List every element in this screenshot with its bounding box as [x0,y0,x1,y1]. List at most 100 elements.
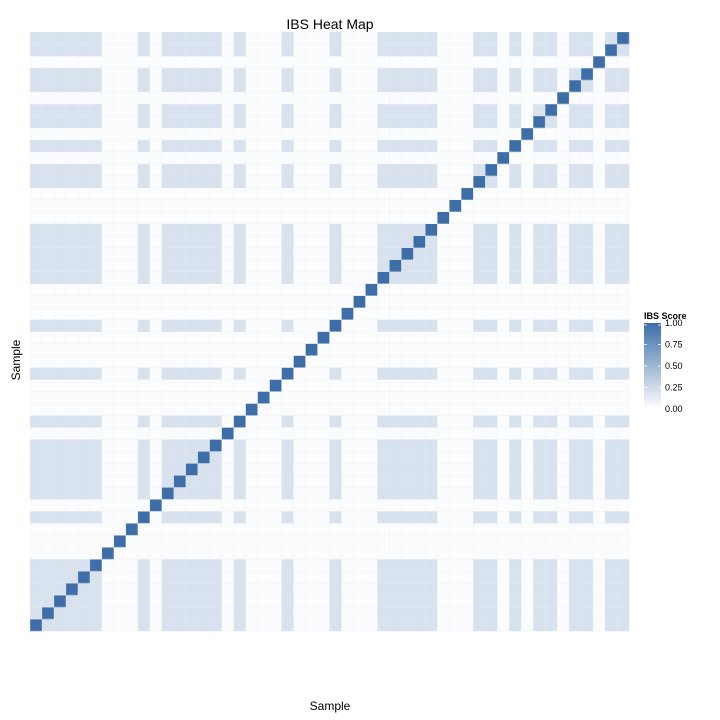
heatmap-cell [449,295,462,308]
heatmap-cell [401,127,414,141]
heatmap-cell [65,235,79,248]
heatmap-cell [269,331,282,344]
heatmap-cell [605,211,618,224]
heatmap-cell [401,283,414,296]
x-axis-title: Sample [310,699,351,713]
heatmap-cell [617,451,630,464]
heatmap-cell [365,163,378,177]
heatmap-cell [41,103,55,117]
heatmap-cell [557,67,570,81]
heatmap-cell [30,463,43,476]
heatmap-cell [185,475,199,488]
heatmap-cell [461,523,474,536]
heatmap-cell [317,163,330,177]
heatmap-cell [185,439,199,452]
heatmap-cell [245,427,258,440]
heatmap-cell [30,187,43,201]
heatmap-cell-diagonal [389,259,402,272]
heatmap-cell [305,319,318,332]
heatmap-cell [317,427,330,440]
chart-title: IBS Heat Map [286,16,373,32]
heatmap-cell [269,319,282,332]
heatmap-cell [65,439,79,452]
heatmap-cell [461,43,474,57]
heatmap-cell [65,79,79,93]
heatmap-cell-diagonal [437,211,450,224]
heatmap-cell [30,391,43,404]
heatmap-cell [41,427,55,440]
heatmap-cell [221,259,234,272]
heatmap-cell [233,379,246,392]
heatmap-cell [545,295,558,308]
heatmap-cell [389,355,402,368]
heatmap-cell [53,199,67,212]
heatmap-cell [221,475,234,488]
heatmap-cell [557,451,570,464]
heatmap-cell [605,187,618,201]
heatmap-cell [30,559,43,572]
heatmap-cell [101,475,115,488]
heatmap-cell [185,451,199,464]
heatmap-cell [353,271,366,284]
heatmap-cell [461,199,474,212]
heatmap-cell [221,403,234,416]
heatmap-cell [221,283,234,296]
heatmap-cell [281,511,294,524]
heatmap-cell [317,32,330,45]
heatmap-cell [557,595,570,608]
heatmap-cell [437,115,450,129]
heatmap-cell [209,511,222,524]
heatmap-cell [437,271,450,284]
heatmap-cell [317,367,330,380]
heatmap-cell [41,235,55,248]
heatmap-cell [65,343,79,356]
heatmap-cell [257,43,270,57]
heatmap-cell [113,415,127,428]
heatmap-cell [101,619,115,632]
heatmap-cell [593,619,606,632]
heatmap-cell [485,343,498,356]
heatmap-cell [401,439,414,452]
heatmap-cell [617,535,630,548]
heatmap-cell [257,271,270,284]
heatmap-cell [605,355,618,368]
heatmap-cell [269,451,282,464]
heatmap-cell-diagonal [617,32,630,45]
heatmap-cell [317,607,330,620]
heatmap-cell [605,319,618,332]
heatmap-cell [353,55,366,69]
heatmap-cell [89,475,103,488]
heatmap-cell [317,79,330,93]
heatmap-cell [437,367,450,380]
heatmap-cell [605,391,618,404]
heatmap-cell [581,547,594,560]
heatmap-cell [569,523,582,536]
heatmap-cell [425,307,438,320]
heatmap-cell [521,32,534,45]
heatmap-cell [533,379,546,392]
heatmap-cell [293,379,306,392]
heatmap-cell [497,55,510,69]
heatmap-cell [173,151,187,165]
heatmap-cell [377,403,390,416]
heatmap-cell [413,511,426,524]
heatmap-cell [473,427,486,440]
heatmap-cell [545,32,558,45]
heatmap-cell [41,151,55,165]
heatmap-cell [557,511,570,524]
heatmap-cell [30,127,43,141]
heatmap-cell [425,175,438,189]
heatmap-cell [557,487,570,500]
heatmap-cell [365,223,378,236]
heatmap-cell [125,79,139,93]
heatmap-cell [101,175,115,189]
heatmap-cell [101,115,115,129]
heatmap-cell [485,451,498,464]
heatmap-cell [197,463,210,476]
heatmap-cell [149,67,163,81]
heatmap-cell [245,463,258,476]
heatmap-cell [401,199,414,212]
heatmap-cell [89,127,103,141]
heatmap-cell [317,139,330,153]
heatmap-cell [305,379,318,392]
